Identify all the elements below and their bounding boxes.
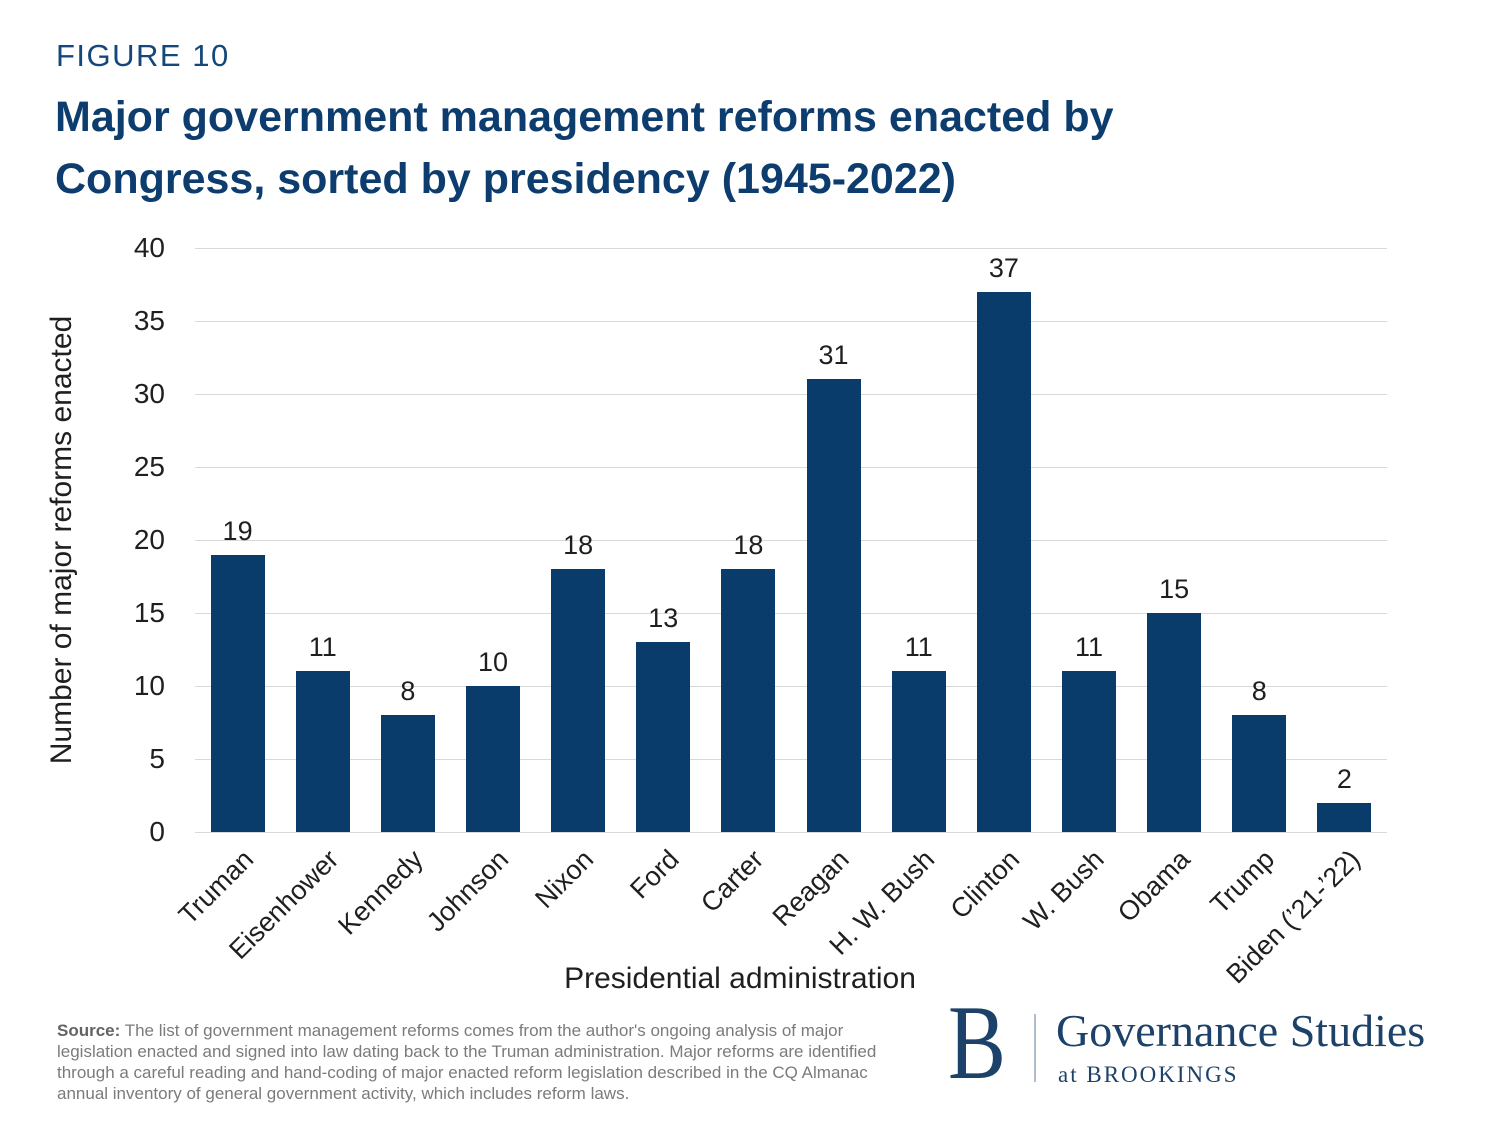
- bar-Kennedy: [380, 715, 435, 832]
- bar-Trump: [1232, 715, 1287, 832]
- chart-title-line1: Major government management reforms enac…: [55, 93, 1114, 141]
- gridline-20: [195, 539, 1387, 541]
- y-tick-label-10: 10: [133, 670, 165, 701]
- y-tick-label-15: 15: [133, 597, 165, 628]
- bar-value-label: 8: [1251, 676, 1267, 707]
- x-axis-title: Presidential administration: [564, 962, 916, 995]
- bar-value-label: 31: [818, 340, 849, 371]
- y-tick-label-35: 35: [133, 305, 165, 336]
- bar-Eisenhower: [295, 671, 350, 832]
- bar-value-label: 11: [904, 632, 933, 663]
- bar-value-label: 19: [222, 515, 253, 546]
- source-text: The list of government management reform…: [57, 1021, 877, 1104]
- bar-value-label: 11: [1074, 632, 1104, 663]
- bar-value-label: 2: [1336, 763, 1352, 794]
- y-tick-label-40: 40: [133, 232, 165, 263]
- bar-Clinton: [976, 291, 1031, 832]
- y-tick-label-0: 0: [149, 816, 165, 847]
- bar-value-label: 11: [308, 632, 337, 663]
- bar-value-label: 37: [988, 252, 1019, 283]
- bar-Ford: [636, 642, 691, 832]
- bar-value-label: 10: [477, 647, 509, 677]
- gridline-25: [195, 466, 1387, 468]
- source-note: Source: The list of government managemen…: [57, 1020, 915, 1104]
- brookings-monogram: B: [948, 984, 1006, 1101]
- figure-label: FIGURE 10: [56, 38, 230, 73]
- bar-H. W. Bush: [891, 671, 946, 832]
- y-tick-label-20: 20: [133, 524, 165, 555]
- gridline-5: [195, 758, 1387, 760]
- bar-Biden (’21-’22): [1317, 802, 1372, 832]
- x-tick-label: Clinton: [944, 844, 1026, 925]
- x-tick-label: Johnson: [420, 844, 515, 938]
- x-tick-label: Ford: [624, 844, 685, 905]
- gridline-30: [195, 393, 1387, 395]
- gridline-35: [195, 320, 1387, 322]
- gridline-40: [195, 247, 1387, 249]
- gridline-10: [195, 685, 1387, 687]
- y-tick-label-5: 5: [149, 743, 165, 774]
- bar-value-label: 18: [733, 530, 764, 561]
- x-tick-label: Carter: [695, 844, 770, 919]
- x-tick-label: Truman: [172, 844, 259, 931]
- x-tick-label: Trump: [1204, 844, 1281, 920]
- bar-Obama: [1147, 613, 1202, 832]
- logo-tagline: at BROOKINGS: [1058, 1062, 1239, 1087]
- x-tick-label: Obama: [1111, 844, 1196, 928]
- bar-value-label: 13: [648, 603, 679, 634]
- bar-Truman: [210, 554, 265, 832]
- bar-value-label: 8: [400, 676, 416, 707]
- y-tick-label-30: 30: [133, 378, 165, 409]
- y-tick-label-25: 25: [133, 451, 165, 482]
- bar-Reagan: [806, 379, 861, 832]
- logo-divider: [1034, 1014, 1036, 1082]
- bar-value-label: 18: [563, 530, 594, 561]
- x-tick-label: Kennedy: [332, 844, 430, 941]
- y-axis-title: Number of major reforms enacted: [45, 315, 78, 765]
- x-tick-label: Nixon: [529, 844, 600, 915]
- x-tick-label: W. Bush: [1017, 844, 1111, 937]
- source-label: Source:: [57, 1021, 121, 1040]
- chart-title-line2: Congress, sorted by presidency (1945-202…: [55, 155, 956, 203]
- bar-chart-plot-area: 0 5 10 15 20 25 30 35 40 19 Truman 11 Eisenhower 8 Ken…: [134, 232, 1387, 989]
- bar-W. Bush: [1062, 671, 1116, 832]
- bar-Nixon: [551, 569, 606, 832]
- bar-value-label: 15: [1159, 574, 1190, 604]
- bar-Carter: [721, 569, 776, 832]
- chart-title: Major government management reforms enac…: [55, 86, 1355, 210]
- logo-name: Governance Studies: [1056, 1005, 1426, 1056]
- bar-Johnson: [466, 686, 520, 832]
- gridline-0: [195, 831, 1387, 833]
- gridline-15: [195, 612, 1387, 614]
- brookings-logo: B Governance Studies at BROOKINGS: [948, 985, 1448, 1105]
